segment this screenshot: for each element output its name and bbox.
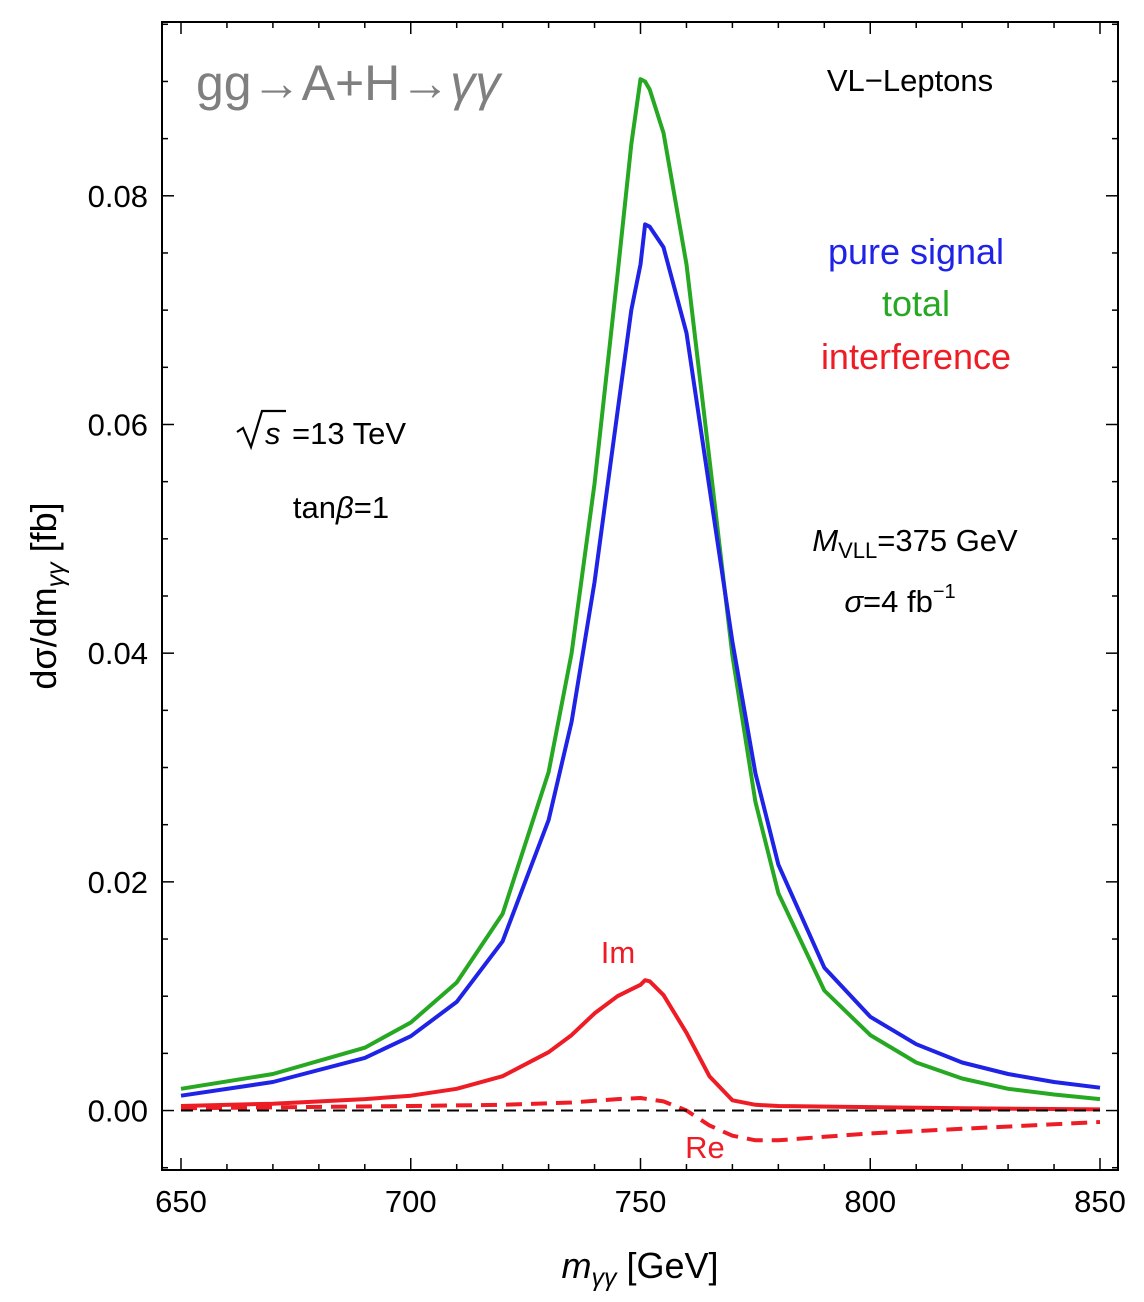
y-tick-label: 0.04 bbox=[88, 636, 148, 671]
series-pure-signal bbox=[180, 222, 1101, 1098]
y-axis-unit: [fb] bbox=[23, 502, 64, 562]
x-axis-var: m bbox=[561, 1245, 591, 1286]
re-label: Re bbox=[685, 1130, 725, 1165]
process-label: VL−Leptons bbox=[827, 63, 993, 98]
tan-value: =1 bbox=[354, 490, 389, 525]
chart-title-gamma: γγ bbox=[450, 55, 503, 111]
sigma-label: σ=4 fb−1 bbox=[844, 581, 955, 619]
y-axis-title: dσ/dmγγ [fb] bbox=[23, 502, 70, 689]
sigma-sym: σ bbox=[844, 584, 864, 619]
x-tick-label: 800 bbox=[844, 1184, 896, 1219]
y-axis-sub: γγ bbox=[42, 561, 70, 588]
x-tick-label: 700 bbox=[385, 1184, 437, 1219]
tick-labels: 650 700 750 800 850 0.00 0.02 0.04 0.06 0.08 bbox=[88, 179, 1126, 1219]
y-axis-main: dσ/dm bbox=[23, 587, 64, 689]
series-total bbox=[180, 77, 1101, 1102]
legend-interference: interference bbox=[821, 336, 1011, 377]
tan-beta: β bbox=[335, 490, 354, 525]
plot-frame bbox=[161, 21, 1119, 1171]
im-label: Im bbox=[601, 935, 635, 970]
y-tick-label: 0.00 bbox=[88, 1094, 148, 1129]
x-axis-unit: [GeV] bbox=[616, 1245, 718, 1286]
x-axis-title: mγγ [GeV] bbox=[561, 1245, 718, 1292]
x-tick-label: 850 bbox=[1074, 1184, 1126, 1219]
chart-title-main: gg→A+H→ bbox=[196, 55, 450, 111]
x-tick-label: 650 bbox=[155, 1184, 207, 1219]
sqrt-s-annotation: s =13 TeV bbox=[236, 409, 406, 451]
x-tick-label: 750 bbox=[615, 1184, 667, 1219]
sqrt-sign bbox=[236, 409, 286, 451]
series-interference-im bbox=[180, 978, 1101, 1112]
chart-title: gg→A+H→γγ bbox=[196, 55, 503, 111]
y-tick-label: 0.08 bbox=[88, 179, 148, 214]
legend-pure-signal: pure signal bbox=[828, 231, 1004, 272]
mass-value: =375 GeV bbox=[877, 523, 1018, 558]
legend-total: total bbox=[882, 283, 950, 324]
sigma-exp: −1 bbox=[933, 581, 956, 603]
mass-sub: VLL bbox=[838, 538, 877, 563]
tanbeta-label: tanβ=1 bbox=[293, 490, 389, 525]
curves bbox=[180, 77, 1101, 1143]
sigma-value: =4 fb bbox=[863, 584, 933, 619]
series-interference-re bbox=[180, 1096, 1101, 1143]
ticks bbox=[162, 22, 1118, 1170]
y-tick-label: 0.02 bbox=[88, 865, 148, 900]
mass-label: MVLL=375 GeV bbox=[812, 523, 1018, 563]
x-axis-sub: γγ bbox=[591, 1264, 618, 1292]
mass-var: M bbox=[812, 523, 838, 558]
sqrt-s-var: s bbox=[265, 416, 281, 451]
y-tick-label: 0.06 bbox=[88, 407, 148, 442]
energy-label: =13 TeV bbox=[292, 416, 406, 451]
tan-prefix: tan bbox=[293, 490, 336, 525]
